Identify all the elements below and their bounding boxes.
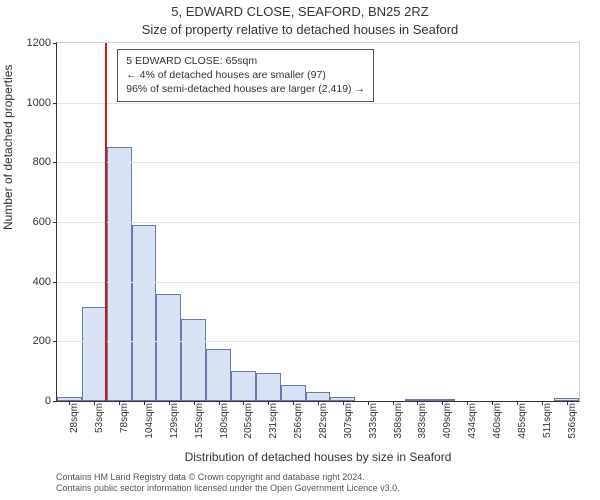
gridline <box>57 282 579 283</box>
histogram-bar <box>306 392 331 401</box>
histogram-bar <box>256 373 281 401</box>
xtick-label: 256sqm <box>293 403 304 439</box>
annotation-box: 5 EDWARD CLOSE: 65sqm← 4% of detached ho… <box>117 49 374 102</box>
ytick-label: 0 <box>45 395 51 407</box>
footer-line-1: Contains HM Land Registry data © Crown c… <box>56 472 580 483</box>
histogram-bar <box>132 225 157 401</box>
xtick-label: 231sqm <box>268 403 279 439</box>
xtick-label: 155sqm <box>194 403 205 439</box>
histogram-bar <box>181 319 206 401</box>
xtick-label: 104sqm <box>144 403 155 439</box>
ytick-mark <box>53 341 57 342</box>
histogram-bar <box>156 294 181 401</box>
x-axis-label: Distribution of detached houses by size … <box>56 450 580 464</box>
xtick-label: 129sqm <box>169 403 180 439</box>
histogram-bar <box>82 307 107 401</box>
xtick-label: 53sqm <box>94 403 105 433</box>
ytick-label: 600 <box>33 216 51 228</box>
xtick-label: 485sqm <box>517 403 528 439</box>
gridline <box>57 341 579 342</box>
footer-line-2: Contains public sector information licen… <box>56 483 580 494</box>
ytick-label: 1000 <box>27 97 51 109</box>
ytick-mark <box>53 282 57 283</box>
y-axis-label: Number of detached properties <box>1 65 15 230</box>
ytick-mark <box>53 222 57 223</box>
xtick-label: 383sqm <box>417 403 428 439</box>
ytick-mark <box>53 162 57 163</box>
xtick-label: 434sqm <box>467 403 478 439</box>
xtick-label: 536sqm <box>567 403 578 439</box>
ytick-label: 400 <box>33 276 51 288</box>
xtick-label: 333sqm <box>368 403 379 439</box>
xtick-label: 307sqm <box>343 403 354 439</box>
histogram-bar <box>231 371 256 401</box>
gridline <box>57 103 579 104</box>
gridline <box>57 222 579 223</box>
footer-attribution: Contains HM Land Registry data © Crown c… <box>56 472 580 495</box>
reference-line <box>105 43 107 401</box>
xtick-label: 205sqm <box>243 403 254 439</box>
xtick-label: 409sqm <box>442 403 453 439</box>
ytick-label: 1200 <box>27 37 51 49</box>
xtick-label: 358sqm <box>393 403 404 439</box>
title-line-1: 5, EDWARD CLOSE, SEAFORD, BN25 2RZ <box>0 4 600 19</box>
xtick-label: 282sqm <box>318 403 329 439</box>
histogram-bar <box>206 349 231 401</box>
xtick-label: 78sqm <box>119 403 130 433</box>
histogram-bar <box>107 147 132 401</box>
annotation-line1: 5 EDWARD CLOSE: 65sqm <box>126 54 365 68</box>
annotation-line3: 96% of semi-detached houses are larger (… <box>126 82 365 96</box>
xtick-label: 460sqm <box>492 403 503 439</box>
annotation-line2: ← 4% of detached houses are smaller (97) <box>126 68 365 82</box>
title-line-2: Size of property relative to detached ho… <box>0 22 600 37</box>
ytick-mark <box>53 103 57 104</box>
ytick-mark <box>53 43 57 44</box>
ytick-mark <box>53 401 57 402</box>
gridline <box>57 162 579 163</box>
plot-area: 02004006008001000120028sqm53sqm78sqm104s… <box>56 42 580 402</box>
ytick-label: 800 <box>33 156 51 168</box>
chart-root: 5, EDWARD CLOSE, SEAFORD, BN25 2RZ Size … <box>0 0 600 500</box>
xtick-label: 28sqm <box>69 403 80 433</box>
xtick-label: 180sqm <box>219 403 230 439</box>
xtick-label: 511sqm <box>542 403 553 438</box>
histogram-bar <box>281 385 306 401</box>
ytick-label: 200 <box>33 335 51 347</box>
